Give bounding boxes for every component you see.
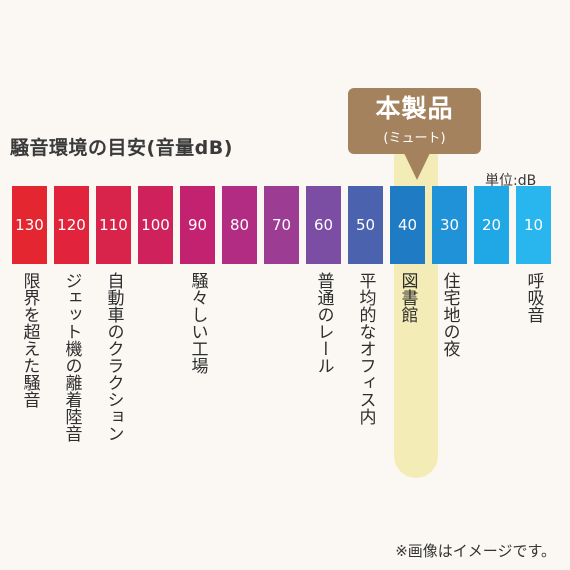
scale-segment-60: 60 xyxy=(306,186,341,264)
scale-label-130: 限界を超えた騒音 xyxy=(19,272,40,408)
scale-segment-120: 120 xyxy=(54,186,89,264)
callout-pointer xyxy=(404,153,430,180)
scale-label-90: 騒々しい工場 xyxy=(187,272,208,374)
diagram-title: 騒音環境の目安(音量dB) xyxy=(10,137,233,159)
scale-segment-20: 20 xyxy=(474,186,509,264)
scale-segment-70: 70 xyxy=(264,186,299,264)
scale-label-40: 図書館 xyxy=(397,272,418,323)
product-callout-title: 本製品 xyxy=(375,94,454,123)
scale-label-30: 住宅地の夜 xyxy=(439,272,460,357)
unit-label: 単位:dB xyxy=(485,173,537,189)
product-callout-subtitle: (ミュート) xyxy=(383,131,446,146)
scale-label-60: 普通のレール xyxy=(313,272,334,374)
scale-segment-10: 10 xyxy=(516,186,551,264)
scale-label-110: 自動車のクラクション xyxy=(103,272,124,442)
product-callout: 本製品 (ミュート) xyxy=(348,88,481,154)
scale-segment-30: 30 xyxy=(432,186,467,264)
scale-segment-50: 50 xyxy=(348,186,383,264)
scale-segment-130: 130 xyxy=(12,186,47,264)
scale-segment-80: 80 xyxy=(222,186,257,264)
scale-segment-100: 100 xyxy=(138,186,173,264)
scale-label-10: 呼吸音 xyxy=(523,272,544,323)
scale-segment-110: 110 xyxy=(96,186,131,264)
scale-segment-40: 40 xyxy=(390,186,425,264)
scale-label-50: 平均的なオフィス内 xyxy=(355,272,376,425)
scale-segment-90: 90 xyxy=(180,186,215,264)
image-note: ※画像はイメージです。 xyxy=(395,542,556,560)
scale-label-120: ジェット機の離着陸音 xyxy=(61,272,82,442)
